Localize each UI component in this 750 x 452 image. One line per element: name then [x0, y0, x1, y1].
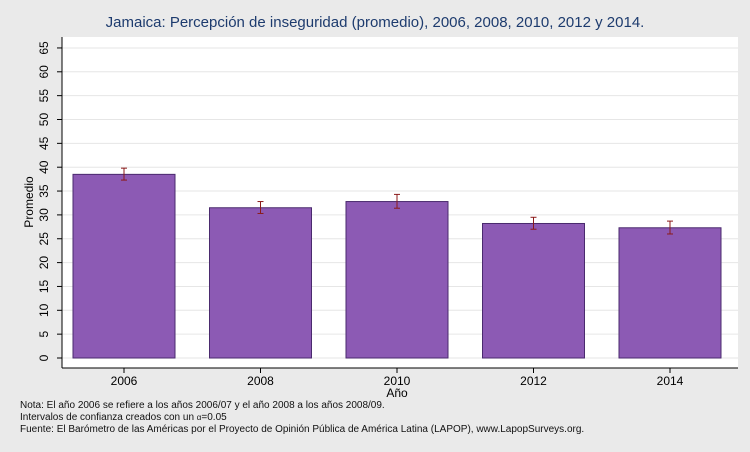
- y-tick-label: 60: [37, 65, 51, 79]
- y-tick-label: 15: [37, 279, 51, 293]
- x-axis-label: Año: [386, 386, 408, 400]
- y-tick-label: 30: [37, 208, 51, 222]
- bar-2006: [72, 173, 176, 359]
- bar-2014: [618, 227, 722, 359]
- y-tick-label: 5: [37, 330, 51, 337]
- y-tick-label: 40: [37, 160, 51, 174]
- note-confidence-prefix: Intervalos de confianza creados con un: [20, 412, 197, 423]
- y-tick-label: 20: [37, 256, 51, 270]
- y-axis-label: Promedio: [22, 176, 36, 228]
- chart-title: Jamaica: Percepción de inseguridad (prom…: [105, 14, 645, 31]
- y-tick-label: 55: [37, 89, 51, 103]
- note-confidence-suffix: =0.05: [201, 412, 227, 423]
- x-tick-label: 2006: [111, 374, 138, 388]
- y-tick-label: 35: [37, 184, 51, 198]
- note-alpha: α: [196, 413, 202, 422]
- y-tick-label: 45: [37, 136, 51, 150]
- chart-notes: Nota: El año 2006 se refiere a los años …: [20, 400, 584, 436]
- note-years: Nota: El año 2006 se refiere a los años …: [20, 400, 385, 411]
- x-tick-label: 2010: [384, 374, 411, 388]
- y-tick-label: 50: [37, 113, 51, 127]
- y-tick-label: 65: [37, 41, 51, 55]
- bar-2010: [345, 201, 449, 359]
- y-tick-label: 10: [37, 303, 51, 317]
- bar-2012: [482, 222, 585, 359]
- note-source: Fuente: El Barómetro de las Américas por…: [20, 424, 585, 435]
- x-tick-label: 2014: [657, 374, 684, 388]
- bar-2008: [209, 207, 312, 359]
- y-tick-label: 25: [37, 232, 51, 246]
- note-confidence: Intervalos de confianza creados con un α…: [20, 412, 584, 424]
- x-tick-label: 2008: [247, 374, 274, 388]
- y-tick-label: 0: [37, 354, 51, 361]
- x-tick-label: 2012: [520, 374, 547, 388]
